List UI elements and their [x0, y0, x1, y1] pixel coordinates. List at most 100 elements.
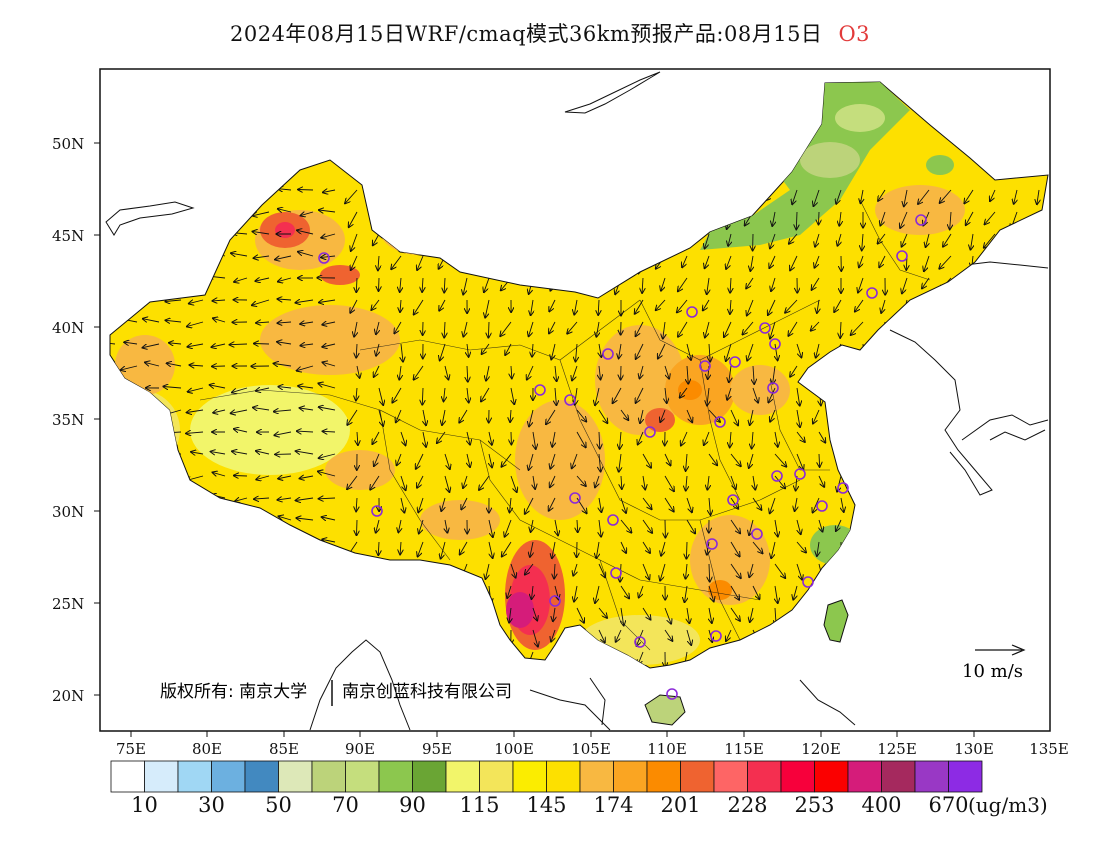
wind-arrow	[686, 343, 691, 360]
wind-arrow	[664, 365, 669, 379]
wind-arrow	[814, 189, 820, 206]
wind-arrow	[770, 321, 776, 339]
wind-arrow	[297, 365, 314, 371]
wind-arrow	[816, 343, 819, 358]
wind-arrow	[357, 431, 358, 445]
wind-arrow	[858, 277, 864, 293]
colorbar-swatch	[144, 760, 179, 793]
lon-label: 80E	[192, 740, 222, 758]
station-marker	[644, 426, 656, 438]
colorbar-swatch	[646, 760, 681, 793]
wind-arrow	[658, 343, 666, 359]
wind-arrow	[686, 563, 688, 579]
wind-arrow	[445, 365, 448, 380]
wind-arrow	[752, 387, 758, 403]
wind-arrow	[298, 386, 314, 388]
wind-arrow	[441, 497, 445, 511]
wind-arrow	[500, 321, 512, 336]
station-marker	[915, 214, 927, 226]
wind-arrow	[319, 407, 336, 410]
station-marker	[607, 514, 619, 526]
wind-arrow	[345, 189, 358, 203]
wind-arrow	[567, 321, 578, 334]
colorbar-swatch	[948, 760, 983, 793]
wind-arrow	[187, 321, 204, 327]
wind-arrow	[880, 211, 886, 226]
wind-arrow	[318, 471, 336, 477]
wind-arrow	[768, 299, 776, 315]
wind-arrow	[489, 431, 492, 445]
wind-arrow	[191, 452, 204, 454]
wind-arrow	[773, 365, 775, 384]
wind-reference-arrowhead	[1011, 644, 1026, 656]
wind-arrow	[374, 365, 380, 377]
wind-arrow	[752, 541, 763, 553]
colorbar-tick-label: 70	[332, 793, 359, 817]
wind-arrow	[422, 277, 423, 292]
wind-arrow	[357, 365, 360, 378]
wind-arrow	[297, 230, 314, 235]
wind-arrow	[770, 233, 776, 248]
wind-arrow	[815, 255, 820, 268]
wind-arrow	[188, 387, 204, 392]
station-marker	[710, 630, 722, 642]
coastline-indochina	[529, 689, 611, 731]
wind-arrow	[636, 321, 644, 336]
wind-arrow	[373, 233, 380, 245]
wind-arrow	[529, 453, 534, 470]
wind-arrow	[414, 365, 424, 380]
colorbar-unit: (ug/m3)	[968, 793, 1048, 817]
colorbar-swatch	[445, 760, 480, 793]
colorbar-swatch	[177, 760, 212, 793]
wind-arrow	[730, 563, 741, 578]
wind-arrow	[549, 299, 556, 311]
station-marker	[802, 576, 814, 588]
wind-arrow	[169, 343, 182, 344]
wind-arrow	[576, 607, 584, 623]
wind-arrow	[509, 607, 511, 623]
wind-arrow	[984, 233, 996, 248]
wind-arrow	[463, 475, 467, 488]
wind-arrow	[729, 365, 731, 382]
wind-arrow	[838, 233, 842, 246]
wind-arrow	[795, 497, 797, 511]
wind-arrow	[881, 299, 885, 313]
colorbar-swatch	[244, 760, 279, 793]
coastline-north	[564, 71, 661, 114]
wind-arrow	[417, 255, 424, 270]
colorbar-tick-label: 400	[861, 793, 902, 817]
wind-arrow	[598, 629, 605, 642]
wind-reference-label: 10 m/s	[962, 661, 1023, 682]
wind-arrow	[400, 431, 406, 445]
colorbar-swatch	[680, 760, 715, 793]
wind-arrow	[595, 475, 599, 487]
wind-arrow	[507, 585, 511, 598]
wind-arrow	[817, 299, 819, 313]
wind-arrow	[642, 277, 643, 293]
wind-arrow	[370, 475, 380, 490]
wind-arrow	[598, 299, 599, 315]
wind-arrow	[378, 255, 379, 270]
wind-arrow	[642, 497, 652, 509]
wind-arrow	[300, 344, 314, 346]
wind-arrow	[595, 387, 600, 405]
wind-arrow	[110, 342, 116, 345]
wind-arrow	[774, 563, 785, 578]
wind-arrow	[730, 607, 740, 621]
wind-arrow	[812, 277, 820, 290]
wind-arrow	[486, 563, 490, 579]
wind-arrow	[642, 607, 651, 620]
wind-arrow	[234, 429, 248, 432]
wind-arrow	[705, 233, 710, 248]
wind-arrow	[750, 409, 753, 425]
station-marker	[759, 322, 771, 334]
city-stations	[318, 214, 927, 700]
wind-arrow	[775, 431, 778, 447]
lon-label: 125E	[877, 740, 917, 758]
wind-arrow	[750, 255, 753, 271]
wind-arrow	[859, 255, 863, 267]
colorbar-tick-label: 174	[593, 793, 634, 817]
wind-arrow	[502, 453, 512, 467]
wind-arrow	[660, 409, 666, 422]
wind-arrow	[643, 475, 645, 489]
